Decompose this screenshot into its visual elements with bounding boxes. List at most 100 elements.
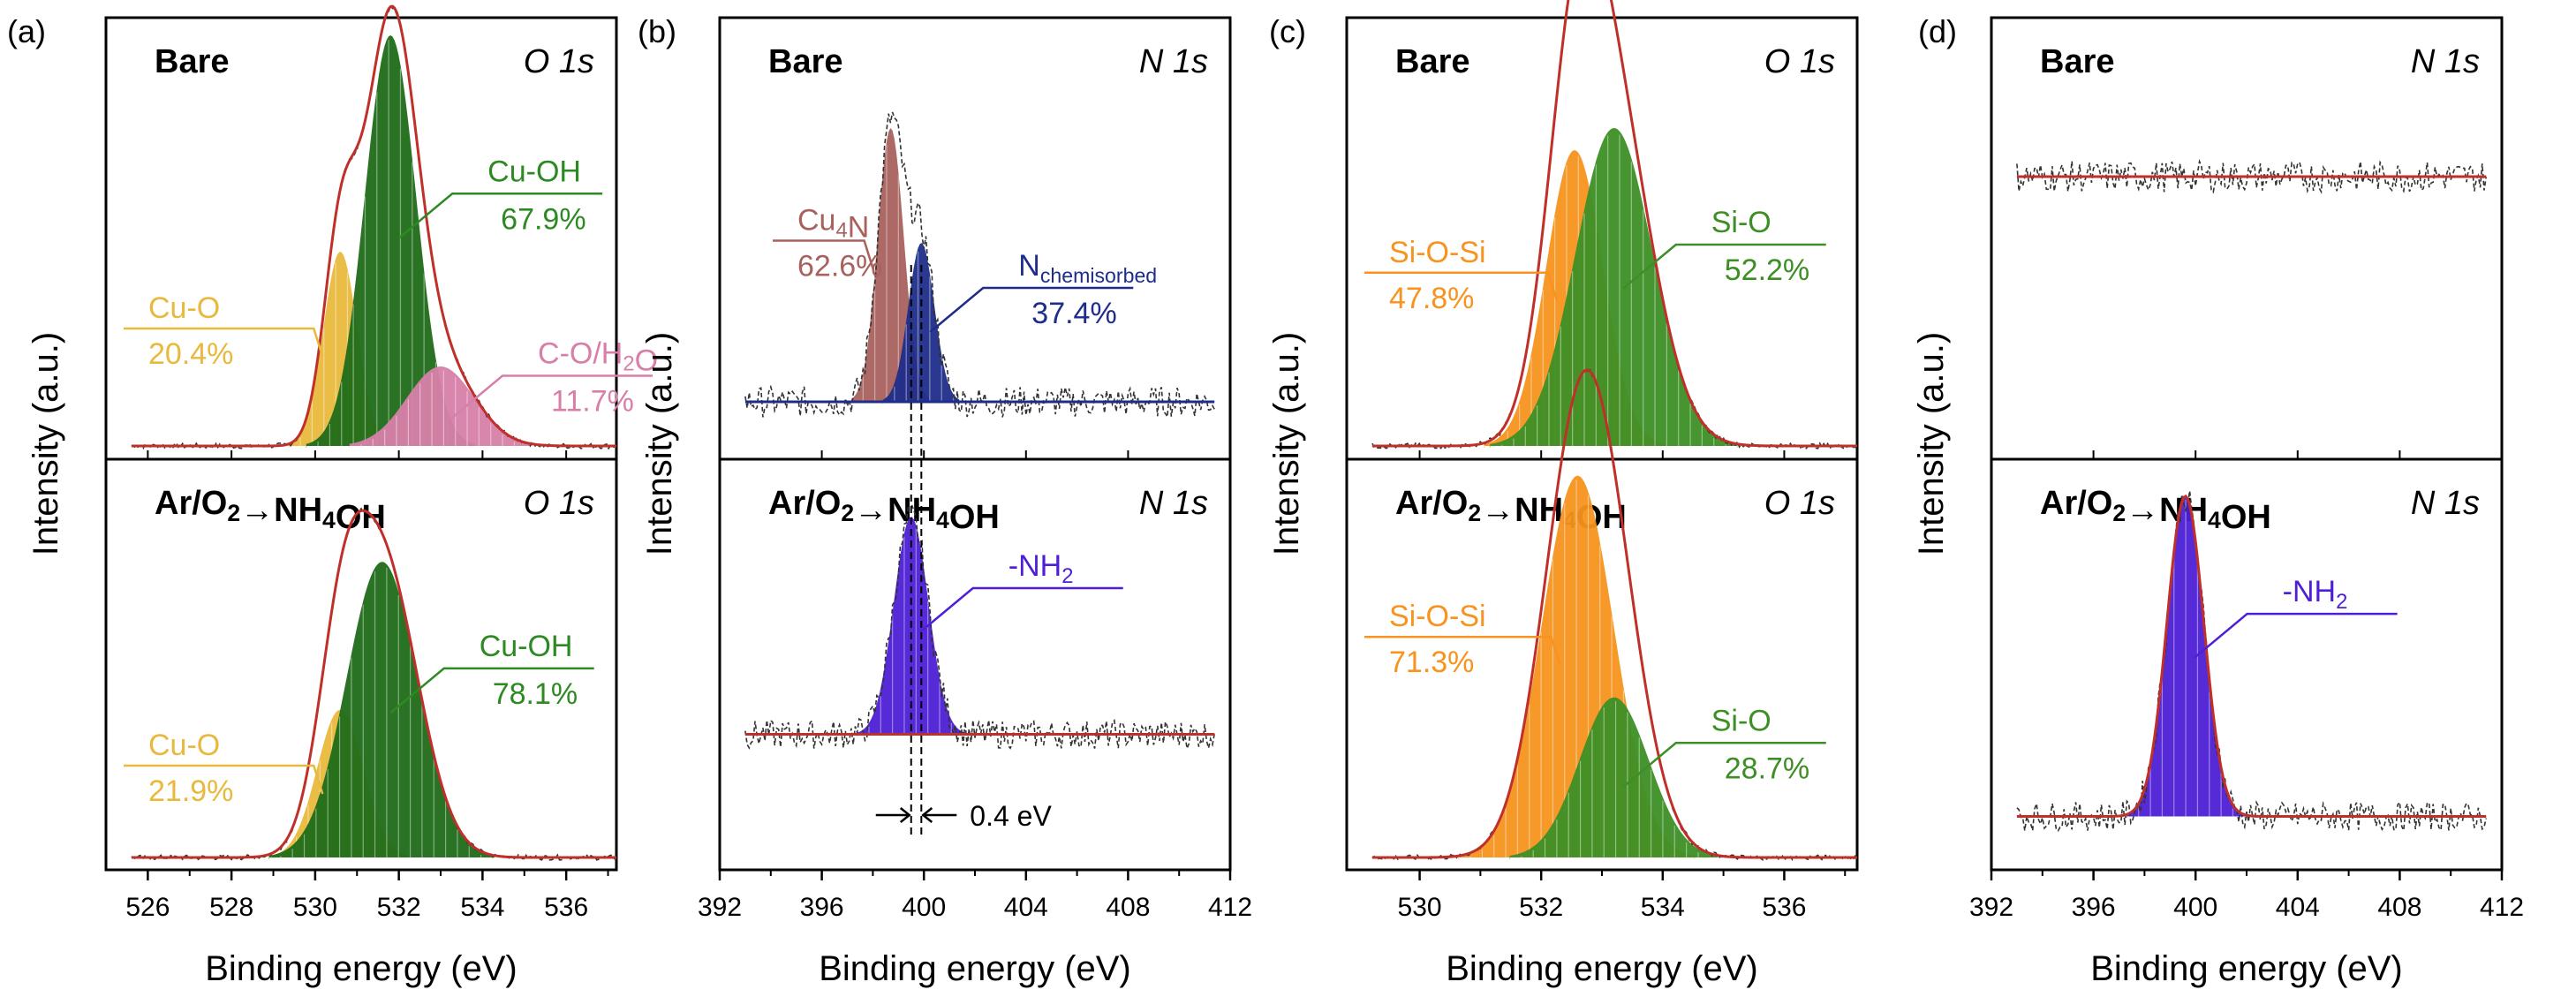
label-part: Cu-O bbox=[148, 729, 220, 762]
peak-leader bbox=[389, 667, 594, 714]
label-part: →NH bbox=[2126, 492, 2208, 529]
peak-fill bbox=[349, 366, 533, 446]
peak-leader bbox=[1364, 271, 1559, 302]
label-part: Cu-O bbox=[148, 291, 220, 325]
panel-letter: (a) bbox=[7, 13, 46, 49]
label-part: Si-O-Si bbox=[1389, 236, 1486, 269]
envelope-line bbox=[1371, 0, 1857, 448]
label-part: N bbox=[848, 211, 870, 245]
peak-percent: 37.4% bbox=[1031, 297, 1116, 330]
subscript: 2 bbox=[1468, 500, 1481, 526]
panel-3: (d) 392 396 400 404 408 412 Binding energy (eV)… bbox=[1912, 13, 2524, 988]
subscript: 4 bbox=[2208, 507, 2221, 533]
label-part: Ar/O bbox=[2040, 485, 2112, 522]
y-axis-label: Intensity (a.u.) bbox=[640, 332, 679, 555]
plot-frame bbox=[1990, 16, 2504, 872]
peak-fill bbox=[306, 35, 475, 447]
panel-letter: (b) bbox=[638, 13, 676, 49]
label-part: Cu-OH bbox=[480, 630, 573, 663]
peak-fill bbox=[1490, 128, 1738, 447]
peak-percent: 78.1% bbox=[493, 677, 578, 711]
subplot-title: Bare bbox=[155, 43, 230, 80]
peak-label: Nchemisorbed bbox=[1018, 249, 1157, 287]
label-part: Ar/O bbox=[768, 485, 841, 522]
subplot-0: Bare O 1s Si-O-Si 47.8% Si-O 52.2% bbox=[1364, 0, 1858, 450]
subplot-title: Bare bbox=[768, 43, 843, 80]
label-part: Bare bbox=[2040, 43, 2115, 80]
y-axis-label: Intensity (a.u.) bbox=[26, 332, 65, 555]
peak-percent: 71.3% bbox=[1389, 646, 1474, 679]
label-part: OH bbox=[949, 499, 1000, 536]
subplot-title: Bare bbox=[2040, 43, 2115, 80]
peak-leader bbox=[1364, 635, 1561, 666]
label-part: N bbox=[1018, 249, 1040, 283]
subplot-title: Bare bbox=[1395, 43, 1470, 80]
y-axis-label: Intensity (a.u.) bbox=[1267, 332, 1306, 555]
panel-letter: (d) bbox=[1918, 13, 1957, 49]
subplot-title: Ar/O2→NH4OH bbox=[1395, 485, 1627, 536]
core-level-label: O 1s bbox=[524, 43, 594, 80]
panel-1: (b) 392 396 400 404 408 412 Binding energy (eV)… bbox=[638, 13, 1252, 988]
label-part: Ar/O bbox=[155, 485, 227, 522]
peak-leader bbox=[124, 327, 324, 358]
x-tick-label: 392 bbox=[698, 893, 742, 922]
x-tick-label: 532 bbox=[377, 893, 421, 922]
peak-percent: 28.7% bbox=[1725, 752, 1809, 785]
peak-label: Cu-OH bbox=[487, 155, 581, 188]
label-part: Si-O bbox=[1711, 206, 1771, 239]
subscript: 4 bbox=[835, 219, 847, 243]
peak-percent: 47.8% bbox=[1389, 282, 1474, 315]
label-part: Bare bbox=[1395, 43, 1470, 80]
envelope-line bbox=[131, 509, 616, 859]
subscript: 2 bbox=[1061, 564, 1073, 588]
subscript: 4 bbox=[322, 507, 336, 533]
core-level-label: N 1s bbox=[1139, 43, 1208, 80]
peak-leader bbox=[929, 286, 1134, 333]
core-level-label: N 1s bbox=[1139, 485, 1208, 522]
subscript: 2 bbox=[841, 500, 854, 526]
core-level-label: N 1s bbox=[2411, 43, 2480, 80]
label-part: OH bbox=[2221, 499, 2271, 536]
subplot-title: Ar/O2→NH4OH bbox=[2040, 485, 2271, 536]
x-tick-label: 400 bbox=[902, 893, 946, 922]
label-part: C-O/H bbox=[538, 337, 623, 371]
peak-label: Si-O bbox=[1711, 704, 1771, 737]
peak-percent: 52.2% bbox=[1725, 253, 1809, 287]
panel-0: (a) 526 528 530 532 534 536 Binding energy (eV)… bbox=[7, 4, 658, 988]
core-level-label: O 1s bbox=[1764, 485, 1835, 522]
x-tick-label: 404 bbox=[1004, 893, 1048, 922]
subscript: chemisorbed bbox=[1040, 264, 1157, 287]
x-tick-label: 404 bbox=[2276, 893, 2320, 922]
x-tick-label: 534 bbox=[1641, 893, 1685, 922]
label-part: Bare bbox=[155, 43, 230, 80]
label-part: -NH bbox=[1008, 549, 1061, 583]
peak-leader bbox=[1621, 742, 1826, 789]
subscript: 2 bbox=[623, 352, 634, 376]
peak-leader bbox=[124, 764, 324, 795]
x-tick-label: 408 bbox=[2377, 893, 2421, 922]
peak-leader bbox=[398, 193, 603, 239]
envelope-line bbox=[1371, 368, 1857, 859]
x-tick-label: 536 bbox=[1762, 893, 1806, 922]
core-level-label: O 1s bbox=[1764, 43, 1835, 80]
label-part: Ar/O bbox=[1395, 485, 1468, 522]
peak-label: -NH2 bbox=[2283, 575, 2348, 614]
peak-leader bbox=[2193, 612, 2398, 660]
x-tick-label: 400 bbox=[2173, 893, 2217, 922]
subscript: 2 bbox=[2112, 500, 2126, 526]
peak-label: Cu4N bbox=[797, 204, 869, 245]
label-part: →NH bbox=[854, 492, 936, 529]
subplot-0: Bare N 1s bbox=[2016, 43, 2488, 194]
x-tick-label: 530 bbox=[293, 893, 337, 922]
x-tick-label: 536 bbox=[544, 893, 588, 922]
peak-label: Si-O bbox=[1711, 206, 1771, 239]
subplot-1: Ar/O2→NH4OH N 1s -NH2 bbox=[2016, 485, 2487, 834]
x-tick-label: 534 bbox=[460, 893, 504, 922]
peak-label: C-O/H2O bbox=[538, 337, 658, 378]
shift-arrow-left bbox=[875, 807, 911, 823]
core-level-label: N 1s bbox=[2411, 485, 2480, 522]
